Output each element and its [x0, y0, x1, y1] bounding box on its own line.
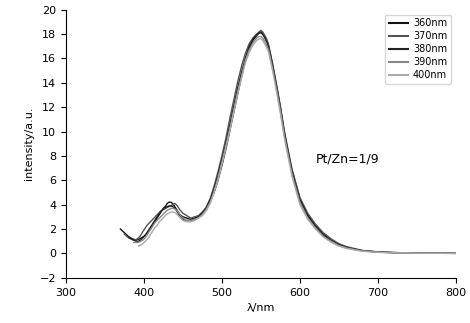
370nm: [258, 28, 264, 32]
Y-axis label: intensity/a.u.: intensity/a.u.: [24, 107, 34, 181]
400nm: [227, 130, 233, 133]
370nm: [172, 202, 178, 205]
360nm: [177, 213, 182, 216]
380nm: [196, 215, 201, 219]
370nm: [121, 232, 127, 236]
380nm: [145, 230, 150, 234]
380nm: [375, 250, 381, 254]
Line: 360nm: 360nm: [120, 32, 456, 253]
360nm: [258, 30, 264, 34]
390nm: [227, 127, 233, 131]
370nm: [453, 251, 459, 255]
370nm: [438, 251, 443, 255]
Line: 380nm: 380nm: [129, 33, 456, 253]
Legend: 360nm, 370nm, 380nm, 390nm, 400nm: 360nm, 370nm, 380nm, 390nm, 400nm: [385, 15, 451, 84]
380nm: [257, 31, 262, 35]
390nm: [453, 251, 459, 255]
390nm: [328, 239, 334, 243]
360nm: [118, 227, 123, 231]
380nm: [126, 235, 132, 239]
Text: Pt/Zn=1/9: Pt/Zn=1/9: [315, 152, 379, 165]
370nm: [235, 81, 240, 85]
400nm: [180, 219, 186, 223]
390nm: [414, 251, 420, 255]
370nm: [151, 216, 157, 220]
400nm: [219, 162, 225, 166]
380nm: [149, 222, 155, 226]
390nm: [166, 208, 172, 212]
360nm: [243, 59, 248, 63]
400nm: [257, 37, 262, 41]
360nm: [180, 215, 186, 219]
390nm: [175, 210, 181, 214]
360nm: [453, 251, 459, 255]
400nm: [438, 251, 443, 255]
Line: 370nm: 370nm: [124, 30, 456, 253]
360nm: [137, 237, 143, 241]
400nm: [266, 50, 272, 54]
390nm: [204, 208, 209, 212]
400nm: [175, 214, 181, 218]
Line: 390nm: 390nm: [133, 36, 456, 253]
390nm: [257, 35, 262, 38]
Line: 400nm: 400nm: [138, 39, 456, 253]
370nm: [174, 204, 180, 208]
390nm: [131, 241, 136, 245]
400nm: [135, 244, 141, 248]
400nm: [453, 251, 459, 255]
380nm: [453, 251, 459, 255]
X-axis label: λ/nm: λ/nm: [247, 303, 275, 313]
360nm: [158, 210, 164, 214]
380nm: [277, 107, 283, 110]
370nm: [133, 238, 138, 242]
360nm: [438, 251, 443, 255]
380nm: [207, 198, 213, 202]
